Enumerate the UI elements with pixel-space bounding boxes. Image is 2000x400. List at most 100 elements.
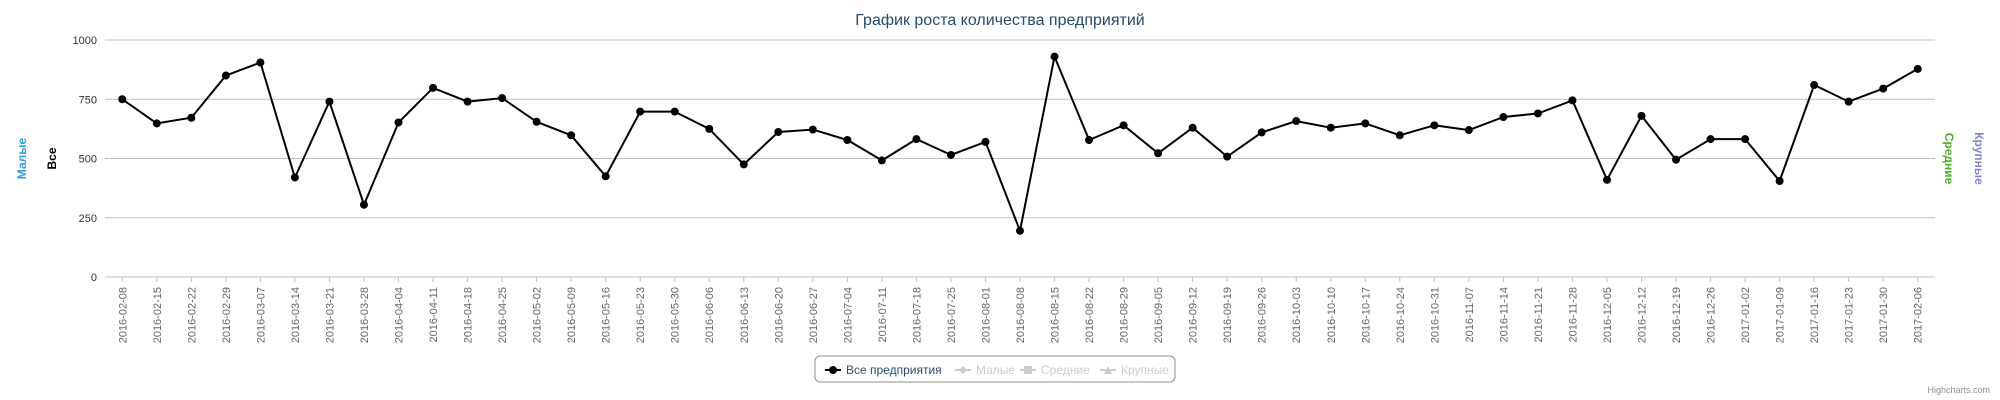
legend-label: Малые (976, 363, 1015, 377)
credits-link[interactable]: Highcharts.com (1927, 385, 1990, 395)
data-point[interactable] (359, 200, 368, 209)
data-point[interactable] (187, 113, 196, 122)
x-tick-label: 2016-12-12 (1637, 287, 1649, 343)
x-tick-label: 2016-05-23 (635, 287, 647, 343)
x-tick-label: 2016-02-15 (152, 287, 164, 343)
data-point[interactable] (808, 125, 817, 134)
x-tick-label: 2016-09-19 (1222, 287, 1234, 343)
data-point[interactable] (498, 94, 507, 103)
data-point[interactable] (1016, 226, 1024, 235)
data-point[interactable] (1844, 97, 1853, 106)
x-tick-label: 2016-12-05 (1602, 287, 1614, 343)
legend-item-3[interactable]: Крупные (1100, 363, 1169, 377)
data-point[interactable] (1050, 52, 1059, 61)
data-point[interactable] (1913, 64, 1922, 73)
x-tick-label: 2016-10-10 (1326, 287, 1338, 343)
data-point[interactable] (221, 71, 230, 80)
data-point[interactable] (118, 95, 127, 104)
data-point[interactable] (1361, 119, 1370, 128)
x-tick-label: 2016-06-13 (739, 287, 751, 343)
data-point[interactable] (1326, 123, 1335, 132)
x-tick-label: 2016-11-14 (1498, 287, 1510, 342)
x-axis: 2016-02-08 2016-02-15 2016-02-22 2016-02-29… (105, 276, 1935, 343)
data-point[interactable] (1223, 152, 1232, 161)
x-tick-label: 2016-08-22 (1084, 287, 1096, 343)
data-point[interactable] (1810, 81, 1819, 90)
data-point[interactable] (1154, 149, 1163, 158)
x-tick-label: 2017-01-09 (1775, 287, 1787, 343)
x-tick-label: 2016-04-18 (463, 287, 475, 343)
data-point[interactable] (1430, 121, 1439, 130)
data-point[interactable] (843, 136, 852, 145)
data-point[interactable] (1879, 84, 1888, 93)
data-point[interactable] (1741, 135, 1750, 144)
data-point[interactable] (1672, 155, 1681, 164)
data-point[interactable] (981, 137, 990, 146)
data-point[interactable] (1464, 126, 1473, 135)
x-tick-label: 2016-05-30 (670, 287, 682, 343)
data-point[interactable] (946, 150, 955, 159)
x-tick-label: 2016-04-25 (497, 287, 509, 343)
data-point[interactable] (774, 127, 783, 136)
data-point[interactable] (636, 107, 645, 116)
x-tick-label: 2016-05-09 (566, 287, 578, 343)
x-tick-label: 2016-06-27 (808, 287, 820, 343)
x-tick-label: 2016-11-07 (1464, 287, 1476, 342)
data-point[interactable] (290, 173, 299, 182)
legend-label: Все предприятия (846, 363, 942, 377)
x-tick-label: 2016-09-12 (1188, 287, 1200, 343)
x-tick-label: 2016-09-26 (1257, 287, 1269, 343)
data-point[interactable] (1119, 121, 1128, 130)
data-point[interactable] (1602, 175, 1611, 184)
x-tick-label: 2016-08-29 (1119, 287, 1131, 343)
data-point[interactable] (670, 107, 679, 116)
x-tick-label: 2016-09-05 (1153, 287, 1165, 343)
data-point[interactable] (1775, 177, 1784, 186)
data-point[interactable] (429, 83, 438, 92)
data-point[interactable] (1085, 136, 1094, 145)
data-point[interactable] (1292, 117, 1301, 126)
data-point[interactable] (1637, 111, 1646, 120)
data-point[interactable] (601, 172, 610, 181)
y-axis-title-medium: Средние (1942, 133, 1956, 185)
x-tick-label: 2016-06-20 (773, 287, 785, 343)
data-point[interactable] (567, 131, 576, 140)
y-axis-title-small: Малые (15, 138, 29, 180)
x-tick-label: 2016-12-26 (1706, 287, 1718, 343)
data-point[interactable] (1706, 135, 1715, 144)
data-point[interactable] (1395, 131, 1404, 140)
data-point[interactable] (532, 117, 541, 126)
y-tick-label: 0 (91, 272, 97, 284)
data-point[interactable] (152, 119, 161, 128)
x-tick-label: 2016-10-31 (1429, 287, 1441, 343)
legend-item-1[interactable]: Малые (955, 363, 1015, 377)
legend-item-2[interactable]: Средние (1020, 363, 1090, 377)
data-point[interactable] (1257, 128, 1266, 137)
data-point[interactable] (1499, 113, 1508, 122)
data-point[interactable] (1568, 96, 1577, 105)
x-tick-label: 2017-01-23 (1844, 287, 1856, 343)
y-axis-ticks: 0 250 500 750 1000 (73, 35, 97, 284)
data-point[interactable] (394, 118, 403, 127)
x-tick-label: 2016-08-15 (1050, 287, 1062, 343)
x-tick-label: 2016-10-17 (1360, 287, 1372, 343)
data-point[interactable] (705, 124, 714, 133)
x-tick-label: 2016-10-03 (1291, 287, 1303, 343)
legend-item-0[interactable]: Все предприятия (825, 363, 942, 377)
data-point[interactable] (325, 97, 334, 106)
data-point[interactable] (877, 156, 886, 165)
x-tick-label: 2016-06-06 (704, 287, 716, 343)
data-point[interactable] (739, 160, 748, 169)
data-point[interactable] (1533, 109, 1542, 118)
data-point[interactable] (463, 97, 472, 106)
x-tick-label: 2016-12-19 (1671, 287, 1683, 343)
x-tick-label: 2016-07-25 (946, 287, 958, 343)
series-line (121, 55, 1919, 232)
data-point[interactable] (912, 135, 921, 144)
data-point[interactable] (256, 58, 265, 67)
x-tick-label: 2016-03-28 (359, 287, 371, 343)
x-tick-label: 2016-03-14 (290, 287, 302, 343)
x-tick-label: 2016-03-21 (324, 287, 336, 343)
data-point[interactable] (1188, 123, 1197, 132)
